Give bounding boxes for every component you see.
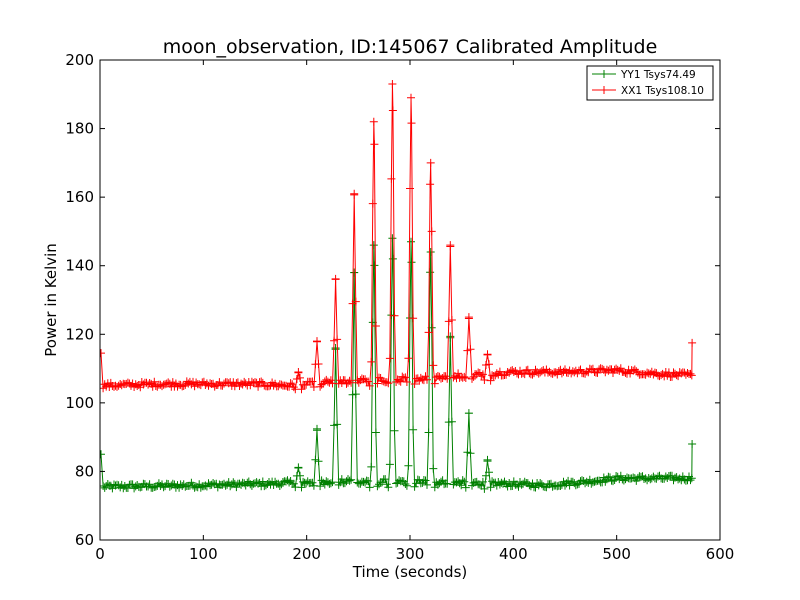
y-tick-label: 120: [65, 325, 94, 343]
series-markers: [100, 80, 697, 394]
chart-title: moon_observation, ID:145067 Calibrated A…: [163, 36, 658, 58]
x-axis-label: Time (seconds): [352, 563, 468, 581]
x-tick-label: 400: [499, 545, 528, 563]
x-tick-label: 100: [189, 545, 218, 563]
y-tick-label: 140: [65, 257, 94, 275]
y-tick-label: 100: [65, 394, 94, 412]
y-tick-label: 180: [65, 120, 94, 138]
legend-marker: [600, 70, 608, 78]
series-markers: [100, 234, 697, 493]
x-tick-label: 300: [396, 545, 425, 563]
series-2: [100, 80, 697, 394]
y-axis-label: Power in Kelvin: [42, 243, 60, 357]
x-tick-label: 500: [602, 545, 631, 563]
x-tick-label: 600: [706, 545, 735, 563]
legend: YY1 Tsys74.49 XX1 Tsys108.10: [586, 65, 714, 101]
y-tick-label: 200: [65, 51, 94, 69]
legend-label: YY1 Tsys74.49: [620, 69, 696, 81]
legend-marker: [600, 86, 608, 94]
y-tick-label: 160: [65, 188, 94, 206]
y-tick-label: 80: [75, 462, 94, 480]
legend-label: XX1 Tsys108.10: [621, 85, 704, 97]
x-tick-label: 0: [95, 545, 105, 563]
series-1: [100, 234, 697, 493]
x-tick-label: 200: [292, 545, 321, 563]
y-tick-label: 60: [75, 531, 94, 549]
